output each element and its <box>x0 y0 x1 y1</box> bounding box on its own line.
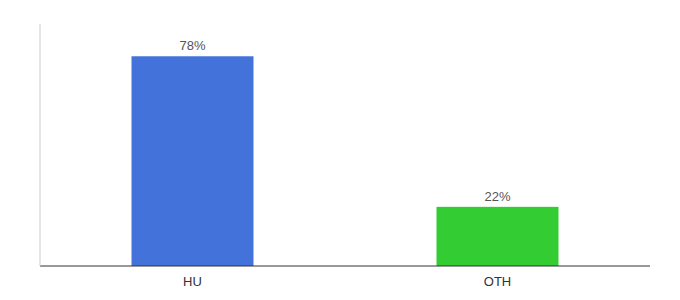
bar <box>437 207 559 266</box>
chart: 78% 22% HU OTH <box>0 0 680 300</box>
x-tick-label: OTH <box>484 274 511 289</box>
data-label: 78% <box>179 38 205 53</box>
data-label: 22% <box>484 189 510 204</box>
data-labels: 78% 22% <box>179 38 510 204</box>
x-tick-label: HU <box>183 274 202 289</box>
axes: HU OTH <box>40 24 650 289</box>
bars <box>132 56 559 266</box>
chart-container: 78% 22% HU OTH <box>0 0 680 300</box>
x-axis-line <box>40 266 650 267</box>
y-axis-line <box>40 24 41 266</box>
bar <box>132 56 254 266</box>
